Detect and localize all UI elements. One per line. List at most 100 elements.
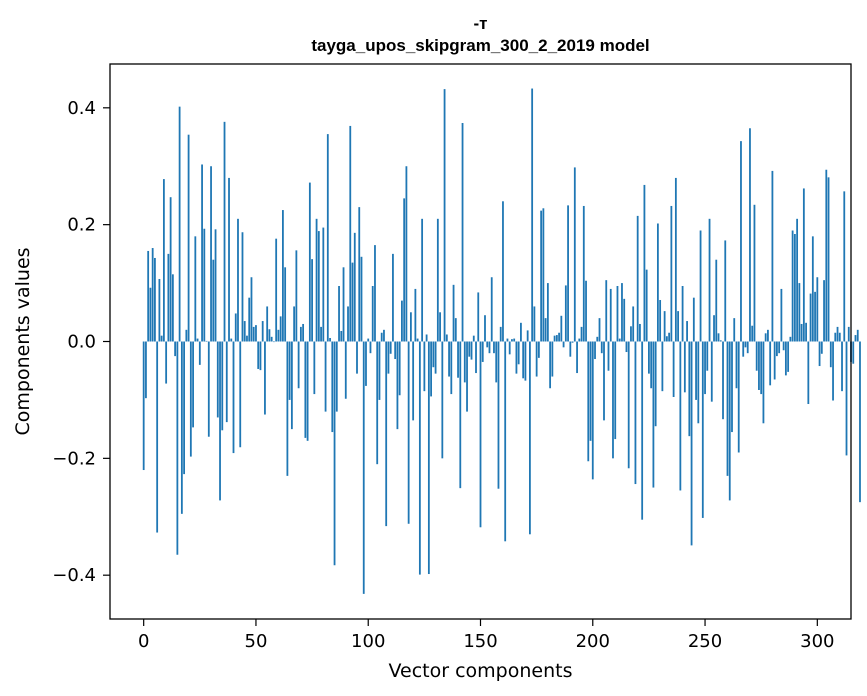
bar-263 [733, 318, 736, 342]
bar-286 [784, 341, 787, 376]
bar-154 [488, 341, 491, 354]
bar-28 [205, 340, 208, 342]
bar-233 [665, 336, 668, 342]
bar-155 [490, 277, 493, 342]
bar-192 [573, 167, 576, 342]
bar-13 [171, 274, 174, 342]
bar-121 [414, 288, 417, 342]
bar-234 [668, 332, 671, 342]
bar-98 [362, 341, 365, 594]
bar-190 [569, 341, 572, 357]
bar-128 [430, 341, 432, 397]
bar-104 [376, 341, 379, 465]
bar-112 [394, 341, 397, 360]
bar-75 [311, 259, 313, 342]
bar-97 [360, 256, 363, 342]
bar-39 [230, 338, 233, 342]
bar-174 [533, 306, 536, 342]
bar-247 [697, 341, 700, 424]
bar-253 [710, 341, 713, 402]
bar-196 [582, 205, 585, 342]
bar-107 [383, 329, 385, 342]
bar-214 [623, 298, 626, 342]
bar-144 [466, 341, 468, 412]
bar-131 [436, 218, 439, 342]
bar-209 [612, 341, 614, 459]
bar-291 [796, 218, 799, 342]
bar-106 [380, 332, 383, 342]
bar-53 [261, 321, 264, 342]
bar-217 [630, 326, 632, 342]
bar-132 [439, 312, 441, 342]
bar-292 [798, 283, 801, 342]
bar-187 [562, 341, 565, 348]
bar-95 [356, 341, 358, 374]
bar-142 [461, 123, 464, 342]
bar-256 [717, 333, 720, 342]
bar-0 [142, 341, 145, 471]
bar-207 [607, 341, 610, 371]
bar-109 [387, 341, 390, 374]
bar-61 [279, 316, 282, 342]
bar-51 [257, 341, 260, 369]
bar-24 [196, 338, 199, 342]
y-tick-label-4: 0.4 [67, 98, 96, 119]
bar-251 [706, 341, 709, 371]
bar-201 [594, 341, 596, 360]
bar-8 [160, 335, 163, 342]
bar-305 [827, 177, 830, 342]
x-tick-label-150: 150 [463, 631, 497, 652]
bar-237 [674, 177, 677, 342]
bar-136 [448, 341, 450, 377]
bar-42 [237, 218, 239, 342]
bar-254 [713, 315, 715, 342]
bar-284 [780, 288, 783, 342]
bar-33 [216, 341, 219, 418]
bar-243 [688, 341, 691, 437]
bar-216 [627, 341, 630, 469]
bar-25 [198, 341, 201, 365]
bar-181 [549, 341, 552, 389]
bar-200 [591, 341, 594, 480]
y-tick-label-3: 0.2 [67, 215, 96, 236]
bar-80 [322, 227, 325, 342]
bar-265 [737, 341, 740, 453]
bar-221 [639, 323, 641, 342]
bar-118 [407, 341, 410, 524]
bar-56 [268, 329, 271, 342]
bar-283 [778, 341, 781, 354]
bar-282 [776, 341, 778, 357]
bar-245 [692, 297, 695, 342]
bar-316 [852, 341, 855, 364]
bar-172 [529, 341, 531, 535]
bar-40 [232, 341, 235, 454]
bar-21 [189, 341, 192, 457]
bar-297 [809, 293, 812, 342]
bar-169 [522, 341, 525, 379]
bar-267 [742, 341, 745, 357]
bar-227 [652, 341, 655, 488]
bar-85 [333, 341, 336, 566]
bar-296 [807, 341, 810, 405]
bar-162 [506, 338, 509, 342]
bar-224 [645, 269, 648, 342]
bar-150 [479, 341, 482, 528]
bar-242 [686, 321, 688, 342]
bar-27 [203, 228, 206, 342]
x-tick-label-250: 250 [688, 631, 722, 652]
bar-26 [201, 164, 203, 342]
bar-19 [185, 329, 188, 342]
bar-72 [304, 341, 307, 438]
bar-313 [845, 341, 848, 456]
bar-138 [452, 284, 455, 342]
bar-14 [174, 341, 177, 357]
bar-161 [504, 341, 507, 542]
bar-102 [371, 286, 374, 342]
bar-152 [484, 315, 486, 342]
bar-30 [210, 166, 212, 342]
bar-228 [654, 341, 657, 427]
bar-213 [621, 283, 623, 342]
bar-179 [544, 318, 547, 342]
